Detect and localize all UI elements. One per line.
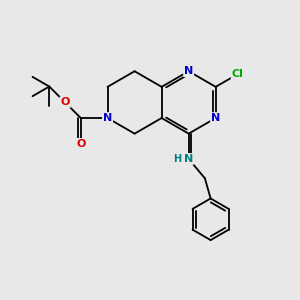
Text: N: N — [211, 113, 220, 123]
Text: O: O — [76, 139, 86, 149]
Text: O: O — [60, 97, 70, 107]
Text: N: N — [103, 113, 112, 123]
Text: N: N — [184, 154, 193, 164]
Text: Cl: Cl — [232, 69, 244, 79]
Text: H: H — [173, 154, 181, 164]
Text: N: N — [184, 66, 193, 76]
